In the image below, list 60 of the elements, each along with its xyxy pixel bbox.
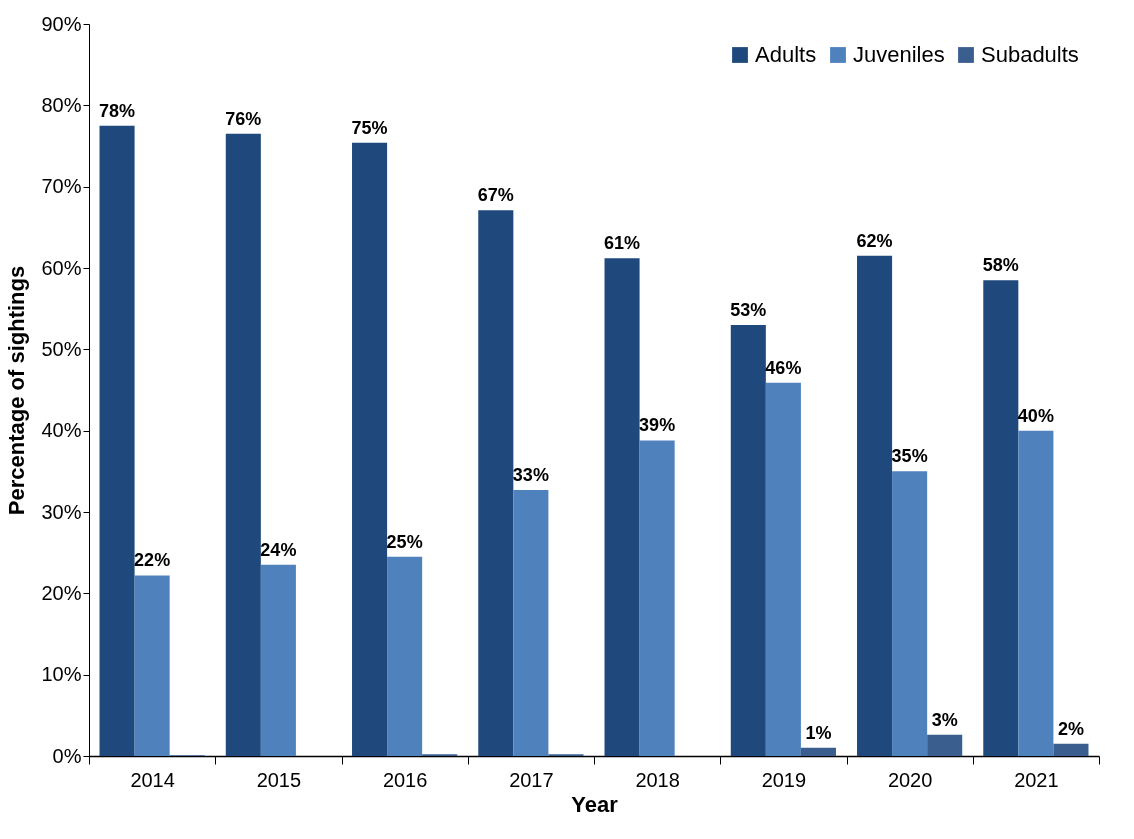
bar xyxy=(604,258,640,756)
x-tick-label: 2021 xyxy=(1014,768,1059,791)
y-tick-label: 90% xyxy=(41,12,82,35)
data-label: 22% xyxy=(134,550,171,571)
bar xyxy=(513,490,549,756)
legend-label: Adults xyxy=(755,42,817,67)
bar xyxy=(800,747,836,756)
bar xyxy=(765,382,801,756)
data-label: 1% xyxy=(805,722,832,743)
data-label: 39% xyxy=(639,415,676,436)
bar xyxy=(478,210,514,756)
x-tick-label: 2016 xyxy=(382,768,428,791)
data-label: 76% xyxy=(225,108,262,129)
bar xyxy=(134,575,170,756)
data-label: 24% xyxy=(260,539,297,560)
x-tick-label: 2014 xyxy=(130,768,175,791)
bar xyxy=(983,280,1019,756)
y-axis-title: Percentage of sightings xyxy=(4,265,30,516)
data-label: 3% xyxy=(931,709,958,730)
bar xyxy=(857,255,893,756)
bar xyxy=(639,440,675,756)
bar xyxy=(352,142,388,756)
data-label: 40% xyxy=(1017,405,1054,426)
data-label: 58% xyxy=(982,255,1019,276)
data-label: 61% xyxy=(604,233,641,254)
data-label: 25% xyxy=(386,531,423,552)
data-label: 2% xyxy=(1057,718,1084,739)
bar xyxy=(1018,430,1054,756)
y-tick-label: 50% xyxy=(41,337,82,360)
data-label: 53% xyxy=(730,299,767,320)
data-label: 35% xyxy=(891,446,928,467)
y-tick-label: 20% xyxy=(41,581,82,604)
legend-label: Juveniles xyxy=(853,42,945,67)
bar xyxy=(225,133,261,756)
x-tick-label: 2019 xyxy=(761,768,807,791)
x-tick-label: 2017 xyxy=(509,768,554,791)
x-tick-label: 2018 xyxy=(635,768,680,791)
x-tick-label: 2015 xyxy=(256,768,302,791)
bar xyxy=(99,125,135,756)
legend-label: Subadults xyxy=(981,42,1079,67)
bar xyxy=(1053,743,1089,756)
bar xyxy=(730,324,766,756)
data-label: 62% xyxy=(856,230,893,251)
bar xyxy=(260,564,296,756)
data-label: 78% xyxy=(99,100,136,121)
bar xyxy=(387,556,423,756)
y-tick-label: 80% xyxy=(41,93,82,116)
y-tick-label: 70% xyxy=(41,175,82,198)
y-tick-label: 60% xyxy=(41,256,82,279)
y-tick-label: 40% xyxy=(41,419,82,442)
y-tick-label: 0% xyxy=(52,744,82,767)
x-axis-title: Year xyxy=(571,791,619,817)
bar xyxy=(927,734,963,756)
data-label: 67% xyxy=(477,185,514,206)
x-tick-label: 2020 xyxy=(887,768,933,791)
data-label: 33% xyxy=(512,465,549,486)
y-tick-label: 10% xyxy=(41,663,82,686)
y-tick-label: 30% xyxy=(41,500,82,523)
bar xyxy=(892,471,928,756)
data-label: 75% xyxy=(351,117,388,138)
